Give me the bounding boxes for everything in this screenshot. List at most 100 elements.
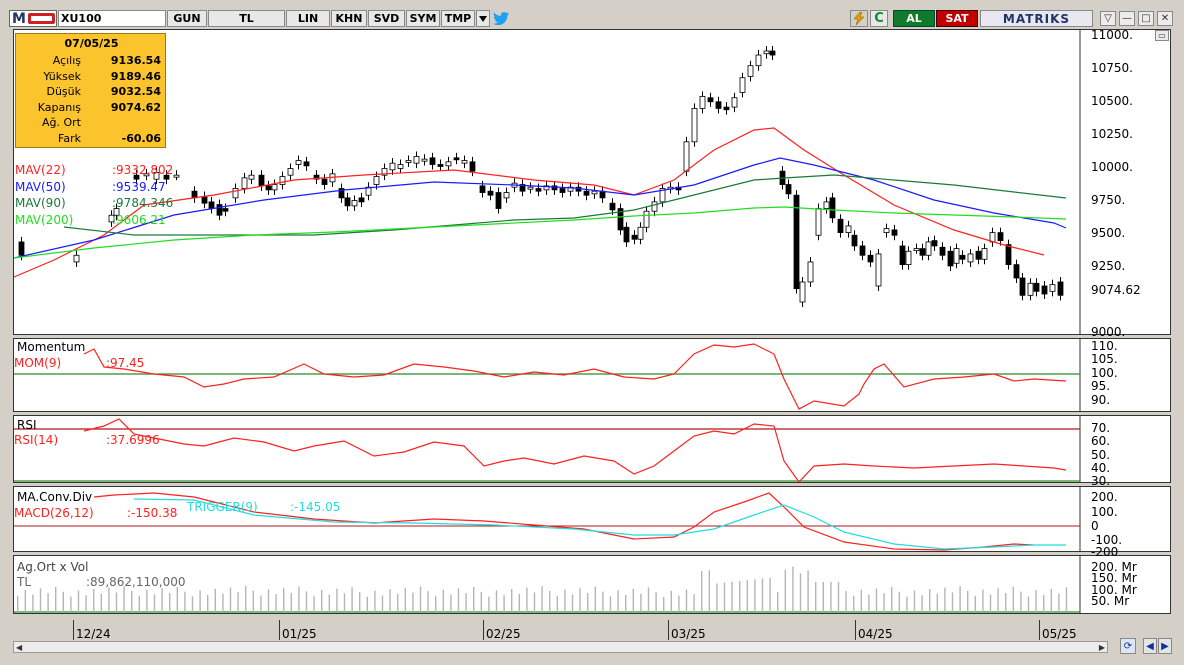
momentum-axis-tick: 110. xyxy=(1091,339,1118,353)
price-axis-tick: 10250. xyxy=(1091,127,1133,141)
symbol-field[interactable]: XU100 xyxy=(58,10,166,27)
volume-axis-tick: 50. Mr xyxy=(1091,594,1130,608)
sym-button[interactable]: SYM xyxy=(406,10,440,27)
tmp-button[interactable]: TMP xyxy=(441,10,475,27)
candle xyxy=(381,168,388,176)
volume-bar xyxy=(245,586,247,612)
candle xyxy=(609,202,616,211)
arrow-left-icon[interactable]: ◀ xyxy=(1143,638,1157,654)
candle xyxy=(405,160,412,163)
link-icon[interactable]: ⟳ xyxy=(1120,638,1136,654)
volume-bar xyxy=(1020,591,1022,612)
macd-panel[interactable] xyxy=(13,486,1171,552)
momentum-panel[interactable] xyxy=(13,338,1171,412)
scroll-left-icon[interactable]: ◀ xyxy=(16,643,23,652)
sell-button[interactable]: SAT xyxy=(936,10,978,27)
volume-bar xyxy=(708,570,710,612)
candle xyxy=(527,186,534,190)
dropdown-arrow-icon[interactable] xyxy=(476,10,490,27)
candle xyxy=(241,177,248,189)
macd-label: MACD(26,12) xyxy=(14,506,94,520)
candle xyxy=(651,201,658,212)
logo-mark-icon xyxy=(27,13,55,24)
momentum-axis-tick: 90. xyxy=(1091,393,1111,407)
period-button[interactable]: GUN xyxy=(167,10,207,27)
volume-chart[interactable] xyxy=(14,556,1170,613)
volume-bar xyxy=(229,587,232,612)
candle xyxy=(1027,282,1034,296)
volume-bar xyxy=(967,591,969,612)
date-tick xyxy=(668,620,669,640)
info-label: Ağ. Ort xyxy=(42,116,81,129)
volume-title: Ag.Ort x Vol xyxy=(17,560,89,574)
rsi-chart[interactable] xyxy=(14,416,1170,482)
rsi-panel[interactable] xyxy=(13,415,1171,483)
volume-bar xyxy=(663,597,665,612)
ohlc-info-box: 07/05/25 Açılış 9136.54 Yüksek 9189.46 Düşük… xyxy=(15,33,166,148)
volume-bar xyxy=(982,589,984,612)
svd-button[interactable]: SVD xyxy=(368,10,405,27)
macd-chart[interactable] xyxy=(14,487,1170,551)
candle xyxy=(351,200,358,207)
candle xyxy=(1013,264,1020,279)
volume-bar xyxy=(632,588,634,612)
minimize-icon[interactable]: — xyxy=(1119,11,1135,26)
price-axis-tick: 9250. xyxy=(1091,259,1126,273)
twitter-icon[interactable] xyxy=(491,10,511,27)
candle xyxy=(981,248,988,260)
arrow-right-icon[interactable]: ▶ xyxy=(1158,638,1172,654)
candle xyxy=(389,162,396,171)
candle xyxy=(683,141,690,172)
price-panel[interactable] xyxy=(13,29,1171,335)
candle xyxy=(201,196,208,204)
panel-collapse-icon[interactable]: ▭ xyxy=(1155,30,1169,41)
price-axis-tick: 9500. xyxy=(1091,226,1126,240)
close-icon[interactable]: ✕ xyxy=(1157,11,1173,26)
candle xyxy=(1057,281,1064,296)
buy-button[interactable]: AL xyxy=(893,10,935,27)
scroll-right-icon[interactable]: ▶ xyxy=(1098,643,1105,652)
price-chart[interactable] xyxy=(14,30,1170,334)
trigger-label: TRIGGER(9) xyxy=(187,500,258,514)
linear-scale-button[interactable]: LIN xyxy=(286,10,330,27)
volume-bar xyxy=(1005,593,1007,612)
volume-bar xyxy=(571,594,574,612)
candle xyxy=(845,225,852,233)
volume-panel[interactable] xyxy=(13,555,1171,614)
candle xyxy=(313,174,320,180)
khn-button[interactable]: KHN xyxy=(331,10,367,27)
chevron-down-icon[interactable]: ▽ xyxy=(1100,11,1116,26)
volume-bar xyxy=(769,577,771,612)
maximize-icon[interactable]: □ xyxy=(1138,11,1154,26)
volume-bar xyxy=(39,588,42,612)
volume-bar xyxy=(853,596,855,612)
info-label: Kapanış xyxy=(37,100,81,114)
candle xyxy=(543,185,550,191)
volume-bar xyxy=(989,594,992,612)
volume-bar xyxy=(625,595,627,612)
volume-bar xyxy=(267,589,270,612)
currency-button[interactable]: TL xyxy=(208,10,285,27)
horizontal-scrollbar[interactable]: ◀ ▶ xyxy=(13,641,1108,653)
app-logo[interactable]: M xyxy=(9,10,57,27)
volume-bar xyxy=(153,594,156,612)
candle xyxy=(975,250,982,260)
volume-bar xyxy=(868,594,870,612)
volume-bar xyxy=(427,591,429,612)
lightning-icon[interactable] xyxy=(850,10,868,27)
refresh-icon[interactable]: C xyxy=(870,10,888,27)
momentum-chart[interactable] xyxy=(14,339,1170,411)
volume-bar xyxy=(366,596,368,612)
candle xyxy=(469,161,476,172)
candle xyxy=(113,208,120,216)
toolbar: M XU100 GUN TL LIN KHN SVD SYM TMP C AL … xyxy=(0,0,1184,28)
rsi-axis-tick: 50. xyxy=(1091,448,1111,462)
price-axis-tick: 10000. xyxy=(1091,160,1133,174)
date-tick xyxy=(1039,620,1040,640)
candle xyxy=(338,188,345,199)
date-tick xyxy=(73,620,74,640)
candle xyxy=(163,174,170,180)
info-label: Açılış xyxy=(52,54,81,67)
volume-bar xyxy=(503,595,505,612)
volume-bar xyxy=(419,586,422,612)
